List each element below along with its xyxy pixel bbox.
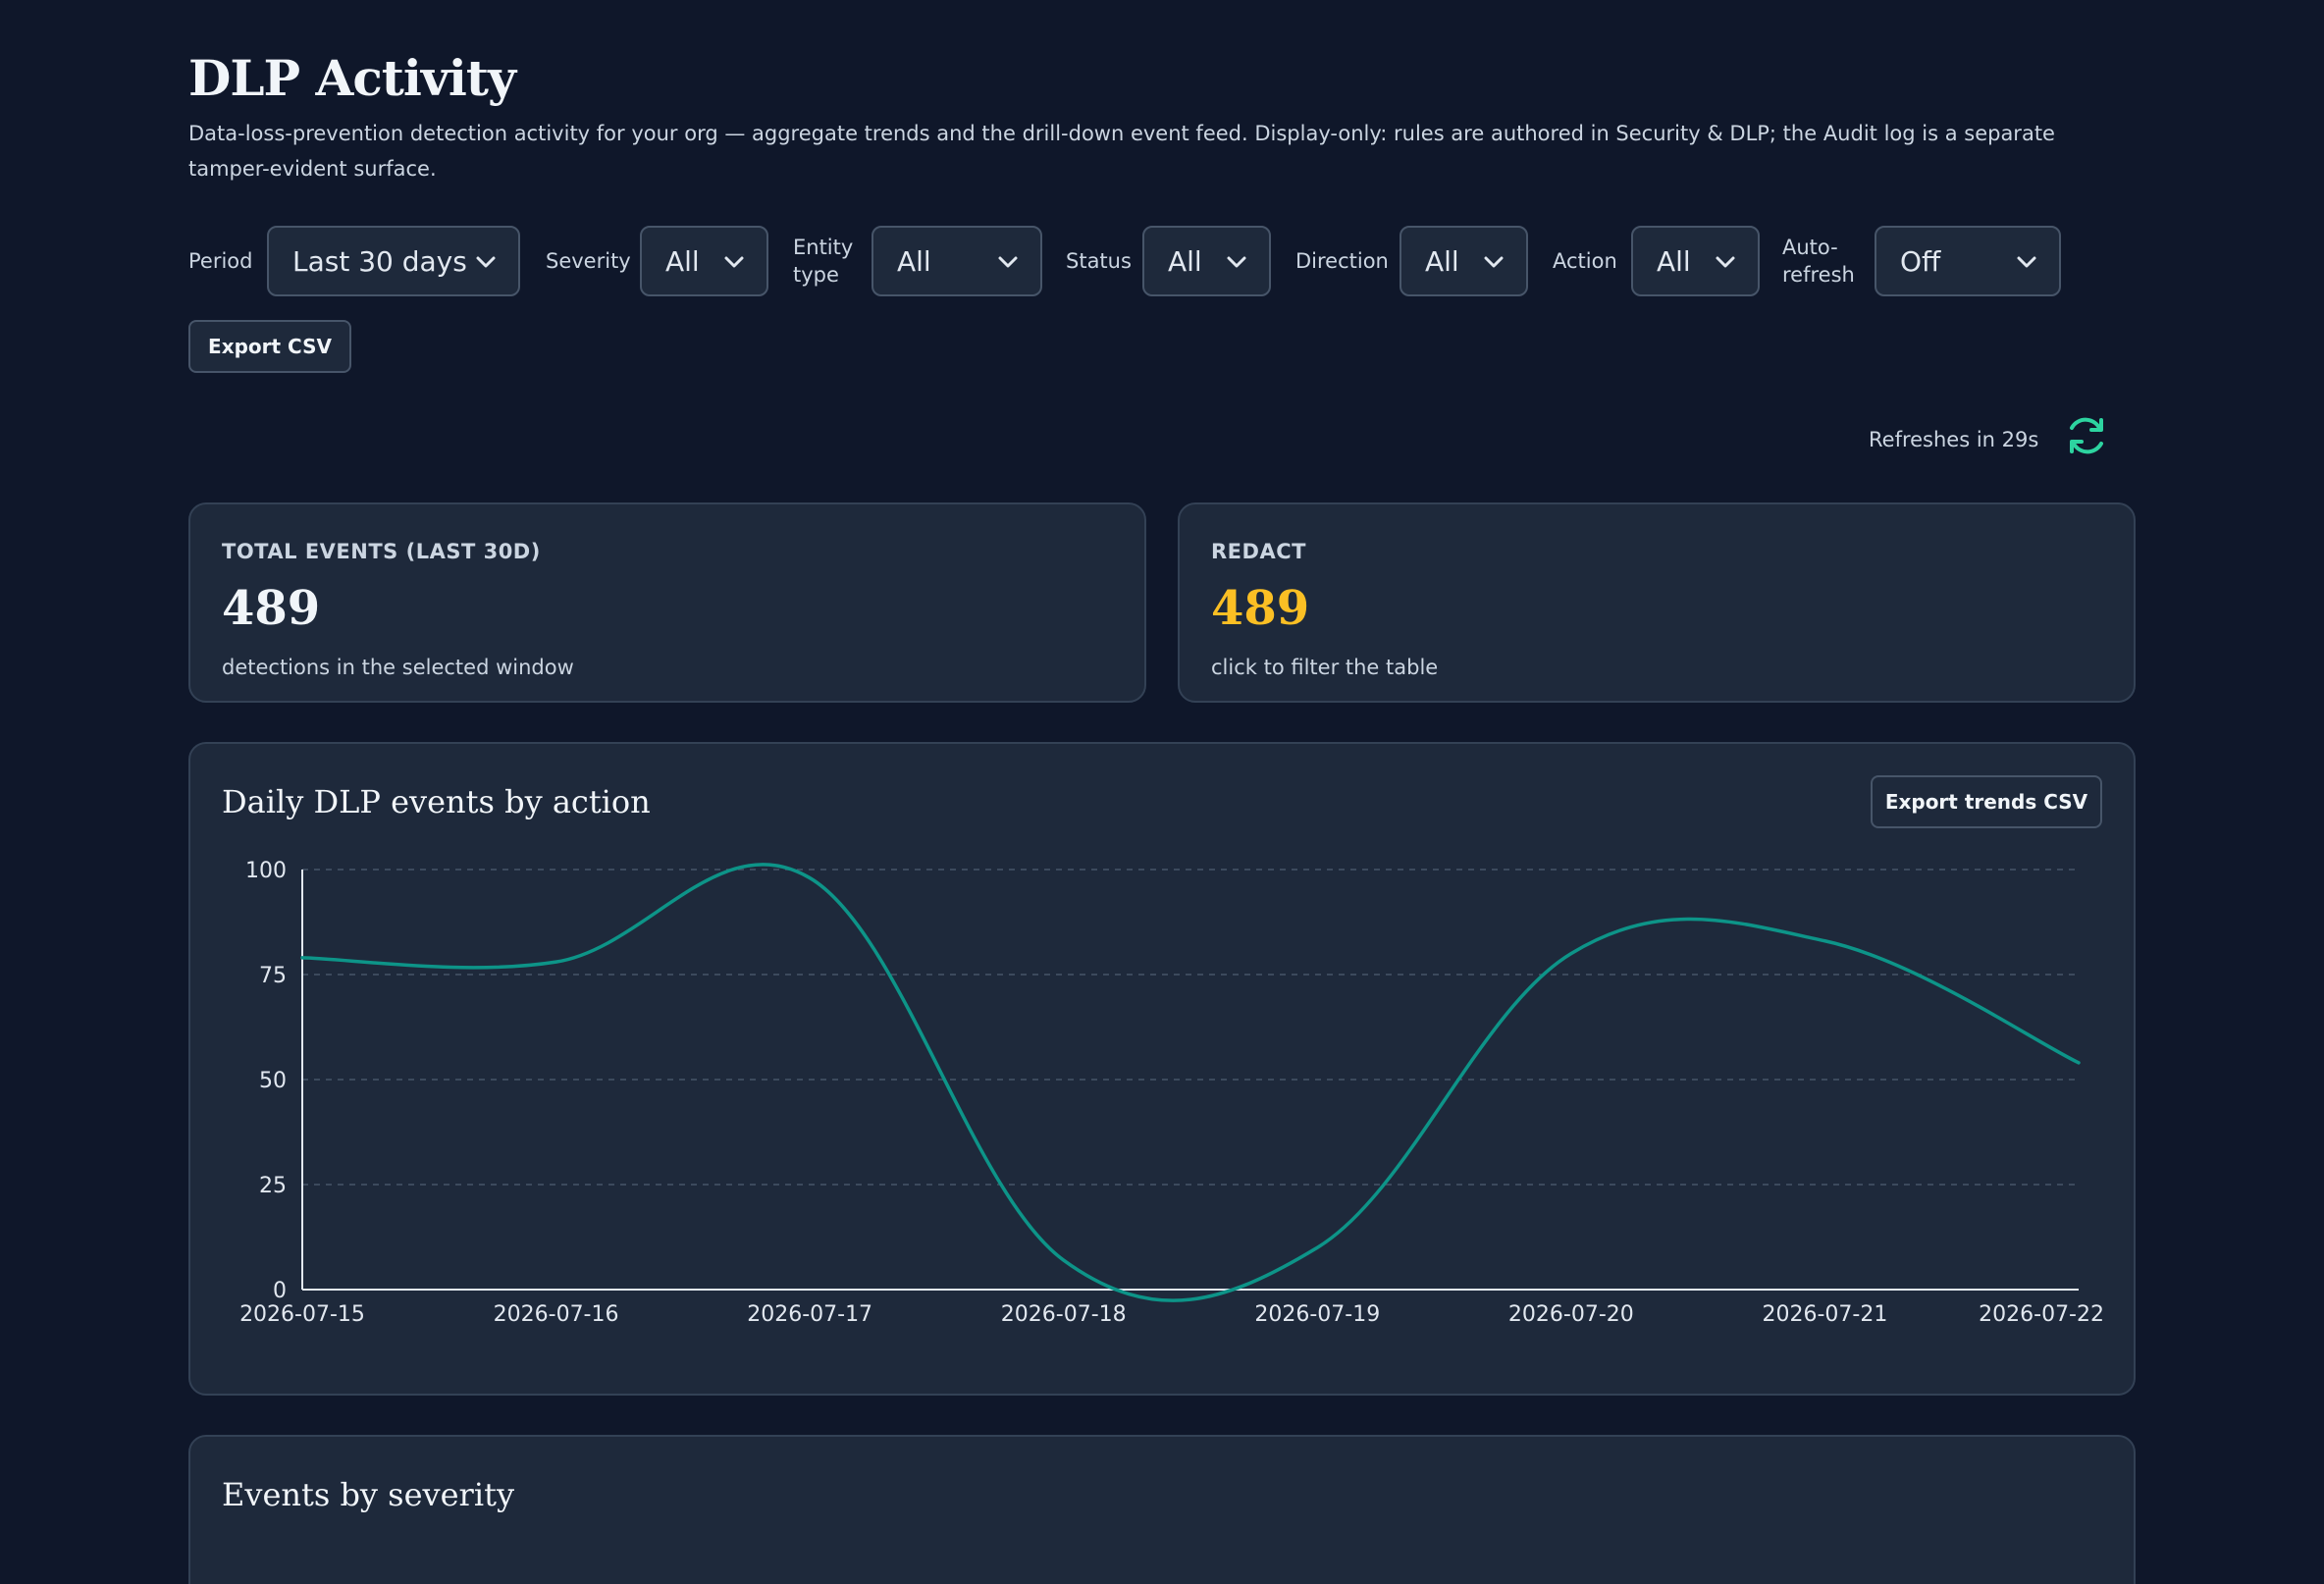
x-tick-label: 2026-07-17	[747, 1302, 872, 1327]
series-line	[300, 863, 2081, 1302]
period-select[interactable]: Last 30 days	[267, 226, 520, 296]
refresh-icon[interactable]	[2063, 412, 2110, 459]
direction-value: All	[1425, 244, 1459, 278]
auto-refresh-value: Off	[1900, 244, 1941, 278]
severity-value: All	[665, 244, 700, 278]
action-value: All	[1657, 244, 1691, 278]
y-tick-label: 25	[259, 1174, 287, 1198]
direction-select[interactable]: All	[1400, 226, 1528, 296]
export-csv-button[interactable]: Export CSV	[188, 320, 351, 373]
kpi-card-redact[interactable]: REDACT 489 click to filter the table	[1178, 502, 2136, 703]
chevron-down-icon	[1716, 256, 1735, 268]
status-value: All	[1168, 244, 1202, 278]
chevron-down-icon	[1484, 256, 1504, 268]
auto-refresh-label: Auto-refresh	[1782, 236, 1855, 287]
x-tick-label: 2026-07-20	[1508, 1302, 1634, 1327]
severity-select[interactable]: All	[640, 226, 768, 296]
severity-chart-title: Events by severity	[222, 1476, 515, 1513]
export-trends-csv-button[interactable]: Export trends CSV	[1871, 775, 2102, 828]
page-subtitle: Data-loss-prevention detection activity …	[188, 122, 2055, 181]
y-tick-label: 100	[245, 859, 287, 883]
trend-chart-card: Daily DLP events by action Export trends…	[188, 742, 2136, 1396]
kpi-redact-label: REDACT	[1211, 540, 1306, 563]
chevron-down-icon	[476, 256, 496, 268]
kpi-total-value: 489	[222, 581, 321, 636]
kpi-total-note: detections in the selected window	[222, 656, 574, 679]
action-select[interactable]: All	[1631, 226, 1760, 296]
severity-label: Severity	[546, 249, 631, 273]
direction-label: Direction	[1295, 249, 1389, 273]
x-tick-label: 2026-07-22	[1979, 1302, 2104, 1327]
period-value: Last 30 days	[292, 244, 467, 278]
chevron-down-icon	[2017, 256, 2036, 268]
x-tick-label: 2026-07-19	[1254, 1302, 1380, 1327]
kpi-card-total: TOTAL EVENTS (LAST 30D) 489 detections i…	[188, 502, 1146, 703]
page-title: DLP Activity	[188, 49, 516, 107]
chevron-down-icon	[1227, 256, 1246, 268]
chevron-down-icon	[998, 256, 1018, 268]
action-label: Action	[1553, 249, 1617, 273]
refresh-countdown: Refreshes in 29s	[1869, 428, 2039, 451]
status-label: Status	[1066, 249, 1132, 273]
status-select[interactable]: All	[1142, 226, 1271, 296]
filter-bar: Period Last 30 days Severity All Entity …	[188, 226, 2136, 296]
kpi-redact-note: click to filter the table	[1211, 656, 1439, 679]
y-tick-label: 75	[259, 964, 287, 988]
auto-refresh-select[interactable]: Off	[1875, 226, 2061, 296]
kpi-total-label: TOTAL EVENTS (LAST 30D)	[222, 540, 541, 563]
y-tick-label: 0	[273, 1279, 287, 1303]
entity-type-label: Entity type	[793, 236, 854, 287]
chevron-down-icon	[724, 256, 744, 268]
entity-type-value: All	[897, 244, 931, 278]
severity-chart-card: Events by severity	[188, 1435, 2136, 1584]
x-tick-label: 2026-07-16	[494, 1302, 619, 1327]
kpi-redact-value: 489	[1211, 581, 1310, 636]
x-tick-label: 2026-07-18	[1001, 1302, 1127, 1327]
y-tick-label: 50	[259, 1069, 287, 1093]
x-tick-label: 2026-07-15	[239, 1302, 365, 1327]
period-label: Period	[188, 249, 253, 273]
entity-type-select[interactable]: All	[872, 226, 1042, 296]
trend-line-chart: 0 25 50 75 100 2026-07-15 2026-07-16 2026-07-17…	[239, 859, 2104, 1327]
x-tick-label: 2026-07-21	[1762, 1302, 1887, 1327]
trend-chart-title: Daily DLP events by action	[222, 783, 651, 820]
